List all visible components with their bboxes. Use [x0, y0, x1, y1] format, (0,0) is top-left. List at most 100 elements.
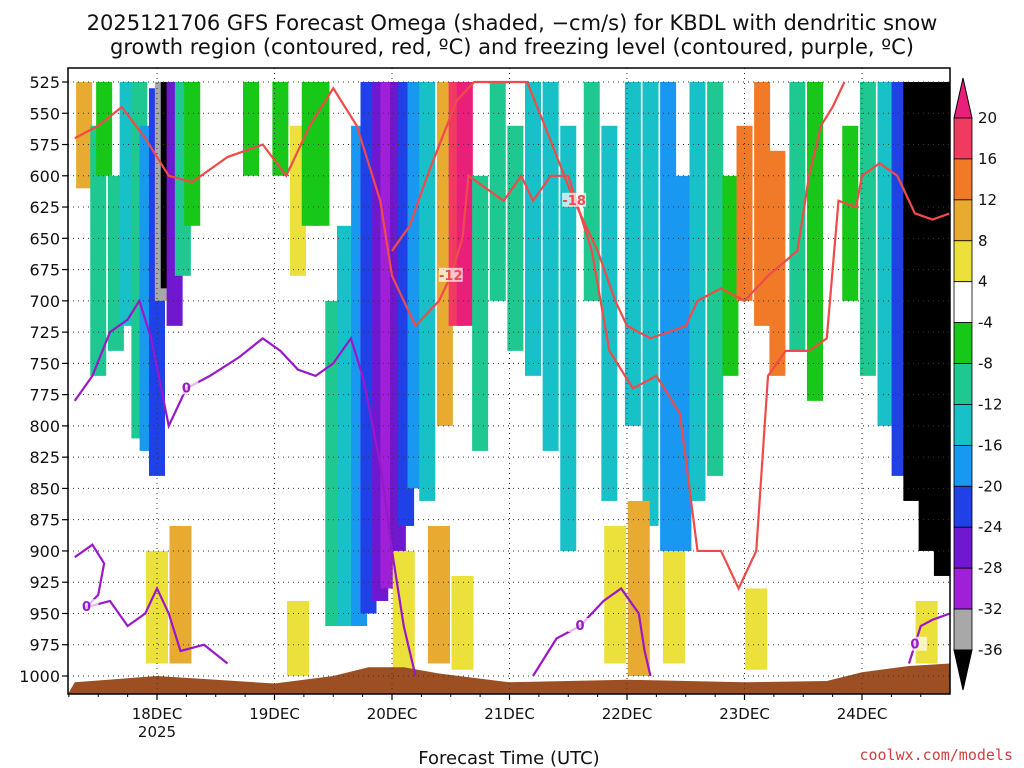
low-level-omega-9	[745, 588, 768, 670]
colorbar-label-16: 16	[978, 150, 997, 168]
low-level-omega-4	[428, 525, 450, 664]
colorbar-label--24: -24	[978, 518, 1003, 536]
y-tick-label-775: 775	[29, 386, 60, 405]
omega-column-56	[918, 82, 935, 551]
omega-column-17	[313, 82, 330, 226]
omega-column-13	[243, 82, 259, 176]
omega-column-40	[642, 82, 659, 526]
y-tick-label-525: 525	[29, 73, 60, 92]
y-tick-label-550: 550	[29, 104, 60, 123]
omega-column-36	[560, 125, 577, 551]
colorbar-bin-8-12	[953, 199, 973, 242]
colorbar-label-8: 8	[978, 232, 988, 250]
y-tick-label-850: 850	[29, 479, 60, 498]
freezing-contour-1	[74, 543, 229, 665]
colorbar-label--12: -12	[978, 395, 1003, 413]
low-level-omega-1	[169, 525, 192, 664]
x-tick-label-21DEC: 21DEC	[484, 705, 535, 723]
colorbar-bin--20--16	[953, 444, 973, 487]
terrain-ground	[68, 663, 950, 694]
y-tick-label-700: 700	[29, 292, 60, 311]
freezing-contour-label-2: 0	[575, 619, 584, 634]
omega-column-14	[272, 82, 289, 176]
colorbar-bin--12--8	[953, 363, 973, 405]
freezing-label-bg-3	[902, 636, 927, 651]
x-tick-label-22DEC: 22DEC	[602, 705, 653, 723]
contour-lines: -12 -18 0 0 0 0	[73, 80, 950, 677]
dgz-label-bg-0	[438, 267, 463, 282]
y-tick-label-800: 800	[29, 417, 60, 436]
colorbar-bin-16-20	[953, 117, 973, 160]
x-tick-label-23DEC: 23DEC	[719, 705, 770, 723]
omega-column-33	[507, 125, 524, 351]
chart-title-line2: growth region (contoured, red, ºC) and f…	[110, 35, 914, 59]
y-tick-label-925: 925	[29, 573, 60, 592]
omega-column-12	[184, 82, 201, 226]
grid-lines	[68, 68, 950, 694]
credit-text: coolwx.com/models	[859, 746, 1013, 764]
omega-column-38	[601, 125, 618, 501]
low-level-omega-8	[663, 550, 685, 664]
colorbar-label--20: -20	[978, 477, 1003, 495]
colorbar-label--36: -36	[978, 641, 1003, 659]
x-axis-label: Forecast Time (UTC)	[418, 748, 599, 768]
y-tick-label-750: 750	[29, 354, 60, 373]
omega-column-44	[707, 82, 724, 476]
omega-column-34	[525, 82, 541, 376]
y-tick-label-950: 950	[29, 604, 60, 623]
x-tick-label-18DEC: 18DEC	[132, 705, 183, 723]
low-level-omega-7	[627, 500, 650, 676]
freezing-contour-label-1: 0	[82, 600, 91, 615]
colorbar-bin-12-16	[953, 158, 973, 201]
colorbar-bin--16--12	[953, 404, 973, 446]
freezing-label-bg-1	[74, 599, 99, 614]
y-tick-label-1000: 1000	[19, 667, 60, 686]
y-tick-label-575: 575	[29, 136, 60, 155]
x-tick-label-19DEC: 19DEC	[249, 705, 300, 723]
omega-column-51	[842, 125, 859, 301]
omega-column-49	[789, 82, 806, 351]
dgz-label-bg-1	[562, 192, 587, 207]
colorbar-bin--32--28	[953, 567, 973, 610]
omega-column-47	[754, 82, 771, 326]
freezing-contour-0	[73, 298, 417, 677]
freezing-contour-label-3: 0	[910, 638, 919, 653]
colorbar-label--28: -28	[978, 559, 1003, 577]
y-tick-label-825: 825	[29, 448, 60, 467]
colorbar-under-triangle	[953, 649, 973, 691]
dgz-contour-label-1: -18	[562, 194, 586, 209]
omega-column-0	[76, 82, 93, 189]
y-axis-pressure: 525 550 575 600 625 650 675 700 725 750 775 800 825 8…	[19, 73, 68, 686]
y-tick-label-725: 725	[29, 323, 60, 342]
colorbar-label--8: -8	[978, 355, 993, 373]
colorbar-label-20: 20	[978, 109, 997, 127]
omega-column-55	[903, 82, 920, 501]
colorbar-label-4: 4	[978, 273, 988, 291]
low-level-omega-2	[287, 600, 309, 676]
omega-column-31	[472, 175, 489, 451]
omega-column-27	[419, 82, 436, 501]
chart-title-line1: 2025121706 GFS Forecast Omega (shaded, −…	[87, 11, 938, 35]
y-tick-label-975: 975	[29, 636, 60, 655]
omega-column-1	[90, 125, 107, 376]
freezing-label-bg-2	[568, 617, 592, 632]
colorbar-label--4: -4	[978, 314, 993, 332]
x-tick-label-20DEC: 20DEC	[367, 705, 418, 723]
x-tick-label-24DEC: 24DEC	[837, 705, 888, 723]
omega-column-37	[583, 82, 600, 301]
y-tick-label-875: 875	[29, 511, 60, 530]
colorbar-bin--28--24	[953, 526, 973, 569]
omega-column-39	[624, 82, 641, 426]
y-tick-label-900: 900	[29, 542, 60, 561]
low-level-omega-5	[451, 575, 474, 670]
omega-column-2	[96, 82, 113, 176]
omega-column-50	[807, 82, 823, 401]
y-tick-label-600: 600	[29, 167, 60, 186]
x-tick-sublabel-18DEC: 2025	[138, 723, 176, 741]
terrain-area	[68, 663, 950, 694]
y-tick-label-650: 650	[29, 229, 60, 248]
omega-column-52	[859, 82, 876, 376]
colorbar: 20 16 12 8 4 -4 -8 -12 -16 -20 -24 -28 -32 -36	[953, 77, 1003, 691]
dgz-contour-0	[74, 86, 950, 592]
